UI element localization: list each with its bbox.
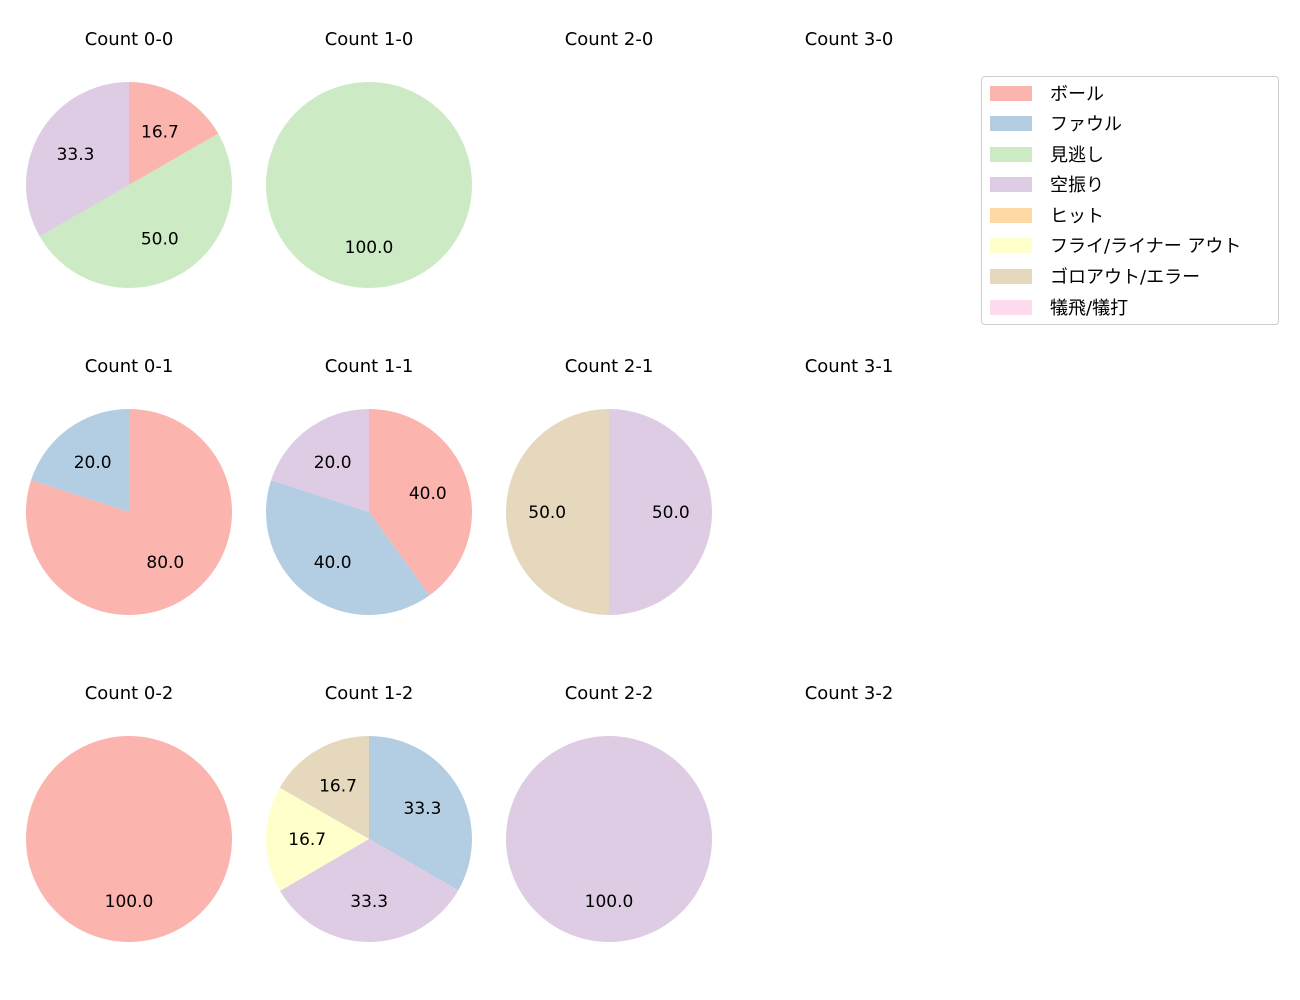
legend-swatch (990, 237, 1032, 253)
subplot-title: Count 1-2 (324, 683, 414, 704)
legend-label: ファウル (1050, 114, 1122, 135)
subplot-count-3-2: Count 3-2 (729, 666, 969, 986)
legend-item-hit: ヒット (990, 203, 1104, 227)
legend-swatch (990, 207, 1032, 223)
legend-swatch (990, 146, 1032, 162)
legend-swatch (990, 268, 1032, 284)
subplot-count-1-1: 40.0 40.0 20.0 Count 1-1 (249, 339, 489, 659)
pie-slice-label: 33.3 (57, 145, 95, 165)
pie-chart: 40.0 40.0 20.0 (266, 409, 472, 615)
pie-slice-label: 50.0 (528, 503, 566, 523)
pie-chart: 100.0 (26, 736, 232, 942)
legend-label: ゴロアウト/エラー (1050, 267, 1201, 288)
pie-chart (489, 12, 729, 332)
pie-slice-label: 100.0 (105, 892, 154, 912)
subplot-count-0-1: 80.0 20.0 Count 0-1 (9, 339, 249, 659)
subplot-title: Count 2-2 (564, 683, 654, 704)
legend-item-foul: ファウル (990, 111, 1122, 135)
pie-slice (39, 133, 233, 288)
pie-slice-label: 33.3 (404, 799, 442, 819)
legend-label: ヒット (1050, 206, 1104, 227)
pie-slice (279, 736, 369, 839)
legend-swatch (990, 85, 1032, 101)
subplot-title: Count 1-1 (324, 356, 414, 377)
subplot-count-2-2: 100.0 Count 2-2 (489, 666, 729, 986)
legend-label: 犠飛/犠打 (1050, 298, 1129, 319)
subplot-count-1-2: 33.3 33.3 16.7 16.7 Count 1-2 (249, 666, 489, 986)
pie-slice-label: 20.0 (314, 453, 352, 473)
pie-slice-label: 100.0 (345, 238, 394, 258)
subplot-title: Count 2-1 (564, 356, 654, 377)
pie-chart (729, 339, 969, 659)
subplot-title: Count 0-2 (84, 683, 174, 704)
legend: ボール ファウル 見逃し 空振り ヒット フライ/ライナー アウト ゴロアウト/… (981, 76, 1279, 325)
subplot-title: Count 0-0 (84, 29, 174, 50)
subplot-title: Count 3-1 (804, 356, 894, 377)
subplot-count-0-2: 100.0 Count 0-2 (9, 666, 249, 986)
pie-chart: 100.0 (266, 82, 472, 288)
pie-slice (506, 409, 609, 615)
pie-chart: 33.3 33.3 16.7 16.7 (266, 736, 472, 942)
subplot-count-0-0: 16.7 50.0 33.3 Count 0-0 (9, 12, 249, 332)
legend-label: 見逃し (1050, 145, 1104, 166)
pie-chart: 100.0 (506, 736, 712, 942)
subplot-title: Count 2-0 (564, 29, 654, 50)
pie-slice-label: 80.0 (146, 553, 184, 573)
pie-chart (729, 666, 969, 986)
subplot-count-3-0: Count 3-0 (729, 12, 969, 332)
legend-item-sacrifice: 犠飛/犠打 (990, 295, 1128, 319)
subplot-title: Count 3-0 (804, 29, 894, 50)
pie-slice (26, 736, 232, 942)
pie-slice-label: 33.3 (350, 892, 388, 912)
legend-item-fly-liner-out: フライ/ライナー アウト (990, 233, 1241, 257)
pie-slice-label: 100.0 (585, 892, 634, 912)
pie-chart: 80.0 20.0 (25, 409, 232, 615)
pie-slice (25, 82, 129, 237)
pie-slice-label: 16.7 (141, 123, 179, 143)
legend-swatch (990, 176, 1032, 192)
subplot-count-3-1: Count 3-1 (729, 339, 969, 659)
subplot-title: Count 0-1 (84, 356, 174, 377)
pie-slice-label: 40.0 (409, 484, 447, 504)
pie-slice (506, 736, 712, 942)
subplot-count-2-0: Count 2-0 (489, 12, 729, 332)
subplot-title: Count 1-0 (324, 29, 414, 50)
pie-slice-label: 50.0 (141, 230, 179, 250)
pie-chart (729, 12, 969, 332)
pie-slice (266, 787, 369, 891)
subplot-count-2-1: 50.0 50.0 Count 2-1 (489, 339, 729, 659)
legend-label: 空振り (1050, 175, 1104, 196)
legend-label: フライ/ライナー アウト (1050, 236, 1242, 257)
legend-item-swinging-strike: 空振り (990, 172, 1104, 196)
pie-slice-label: 50.0 (652, 503, 690, 523)
legend-item-ball: ボール (990, 81, 1104, 105)
pie-slice-label: 40.0 (314, 553, 352, 573)
pie-chart: 16.7 50.0 33.3 (25, 82, 233, 288)
pie-slice-label: 16.7 (319, 777, 357, 797)
legend-swatch (990, 299, 1032, 315)
pie-chart: 50.0 50.0 (506, 409, 712, 615)
pie-slice (271, 409, 369, 512)
pie-slice (266, 82, 472, 288)
pie-slice (25, 409, 232, 615)
pie-slice (369, 736, 472, 891)
subplot-title: Count 3-2 (804, 683, 894, 704)
subplot-count-1-0: 100.0 Count 1-0 (249, 12, 489, 332)
pie-slice (31, 409, 129, 512)
pie-slice (266, 480, 430, 615)
legend-item-called-strike: 見逃し (990, 142, 1104, 166)
pie-slice (280, 839, 459, 942)
pie-slice-label: 16.7 (288, 830, 326, 850)
pie-slice (609, 409, 712, 615)
pie-slice (369, 409, 472, 596)
legend-label: ボール (1050, 84, 1104, 105)
legend-swatch (990, 115, 1032, 131)
legend-item-grounder-out-error: ゴロアウト/エラー (990, 264, 1200, 288)
pie-slice-label: 20.0 (74, 453, 112, 473)
pie-slice (129, 82, 219, 185)
